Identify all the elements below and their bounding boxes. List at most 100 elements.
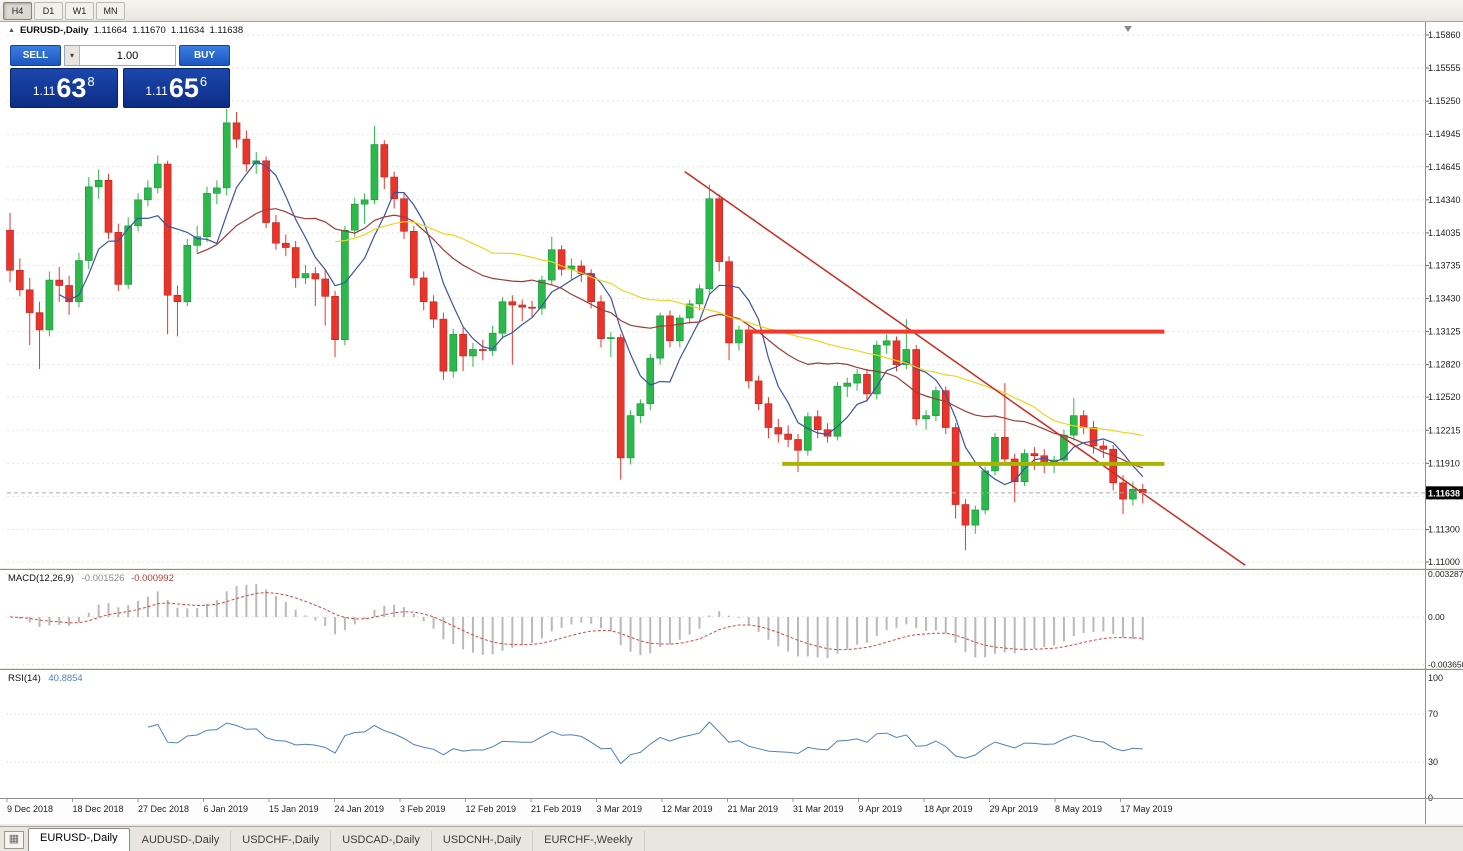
candle: [518, 299, 527, 322]
candle: [725, 256, 733, 361]
date-axis-strip: [0, 798, 1463, 824]
volume-dropdown-icon[interactable]: ▾: [65, 46, 80, 65]
timeframe-button-w1[interactable]: W1: [65, 1, 94, 20]
candle: [961, 499, 970, 551]
chart-tab-eurusd-daily[interactable]: EURUSD-,Daily: [28, 828, 130, 851]
price-tick-label: 1.11000: [1428, 557, 1460, 567]
chart-tab-eurchf-weekly[interactable]: EURCHF-,Weekly: [533, 831, 645, 851]
candle: [272, 215, 280, 250]
date-label: 24 Jan 2019: [335, 804, 385, 814]
price-chart: 1.15860 1.15555 1.15250 1.14945 1.14645 1.143…: [0, 21, 1463, 824]
ohlc-open: 1.11664: [93, 25, 128, 36]
candle: [459, 327, 467, 372]
current-price-text: 1.11638: [1428, 488, 1460, 498]
rsi-axis-label: 30: [1428, 757, 1438, 767]
candle: [508, 295, 517, 365]
price-tick-label: 1.13125: [1428, 327, 1461, 337]
timeframe-button-d1[interactable]: D1: [34, 1, 63, 20]
candle: [498, 297, 507, 339]
rsi-label: RSI(14): [8, 673, 41, 684]
chart-tab-audusd-daily[interactable]: AUDUSD-,Daily: [131, 831, 232, 851]
rsi-axis-label: 100: [1428, 673, 1443, 683]
ask-point: 6: [199, 73, 208, 89]
autoscroll-marker-icon[interactable]: [1124, 26, 1132, 32]
candle: [104, 173, 113, 239]
candle: [557, 245, 566, 276]
candle: [626, 410, 635, 465]
candle: [823, 423, 832, 443]
chart-tabs-bar: ▦ EURUSD-,Daily AUDUSD-,Daily USDCHF-,Daily…: [0, 826, 1463, 851]
candle: [439, 312, 448, 380]
candle: [922, 410, 930, 430]
date-label: 9 Apr 2019: [859, 804, 903, 814]
ohlc-close: 1.11638: [209, 25, 244, 36]
bid-price-button[interactable]: 1.11 63 8: [10, 68, 118, 108]
candle: [813, 410, 822, 439]
candle: [1119, 475, 1127, 515]
candle: [301, 264, 310, 285]
candle: [1020, 449, 1029, 487]
timeframe-button-h4[interactable]: H4: [3, 1, 32, 20]
date-label: 21 Mar 2019: [728, 804, 779, 814]
chart-tab-usdcad-daily[interactable]: USDCAD-,Daily: [331, 831, 432, 851]
date-label: 3 Mar 2019: [597, 804, 643, 814]
candle: [370, 126, 379, 205]
ohlc-low: 1.11634: [170, 25, 205, 36]
candle: [262, 156, 270, 229]
candle: [163, 160, 172, 335]
candle: [114, 223, 123, 291]
date-label: 29 Apr 2019: [990, 804, 1039, 814]
rsi-indicator-header: RSI(14) 40.8854: [8, 673, 83, 684]
date-label: 15 Jan 2019: [269, 804, 319, 814]
candle: [616, 334, 625, 480]
macd-panel: [0, 570, 1463, 668]
candle: [666, 310, 674, 348]
candle: [232, 111, 241, 148]
candle: [735, 325, 743, 351]
candle: [675, 314, 684, 348]
buy-button[interactable]: BUY: [179, 45, 230, 66]
bid-pips: 63: [56, 72, 87, 103]
candle: [597, 295, 605, 348]
charts-grid-icon[interactable]: ▦: [4, 831, 24, 849]
chart-tab-usdchf-daily[interactable]: USDCHF-,Daily: [231, 831, 332, 851]
ask-price-button[interactable]: 1.11 65 6: [122, 68, 230, 108]
candle: [45, 271, 54, 337]
macd-signal-line: [9, 592, 1143, 651]
collapse-icon[interactable]: ▲: [8, 27, 15, 34]
candle: [410, 225, 418, 286]
ohlc-high: 1.11670: [132, 25, 166, 36]
candle: [429, 295, 438, 328]
candle: [173, 285, 182, 337]
chart-tab-usdcnh-daily[interactable]: USDCNH-,Daily: [432, 831, 534, 851]
candle: [1010, 453, 1019, 503]
candle: [390, 171, 398, 209]
candle: [951, 423, 960, 519]
candle: [321, 269, 330, 326]
moving-average-line: [59, 160, 1144, 486]
candle: [94, 169, 103, 199]
candle: [833, 381, 842, 441]
rsi-axis-label: 70: [1428, 709, 1438, 719]
volume-input[interactable]: [80, 46, 175, 65]
current-price-label: [1426, 486, 1463, 500]
bid-ask-panel: 1.11 63 8 1.11 65 6: [10, 68, 230, 108]
descending-trendline[interactable]: [684, 171, 1246, 566]
date-label: 12 Mar 2019: [662, 804, 713, 814]
price-tick-label: 1.15860: [1428, 30, 1461, 40]
candle: [863, 368, 871, 402]
date-label: 21 Feb 2019: [531, 804, 582, 814]
candle: [341, 225, 349, 346]
price-tick-label: 1.12215: [1428, 425, 1461, 435]
candle: [774, 418, 783, 443]
price-tick-label: 1.11910: [1428, 458, 1460, 468]
date-label: 31 Mar 2019: [793, 804, 844, 814]
sell-button[interactable]: SELL: [10, 45, 61, 66]
macd-label: MACD(12,26,9): [8, 573, 74, 584]
chart-title-bar: ▲ EURUSD-,Daily 1.11664 1.11670 1.11634 …: [8, 25, 243, 36]
candle: [488, 325, 497, 356]
rsi-panel: [0, 670, 1463, 798]
candle: [193, 225, 201, 253]
macd-main-value: -0.001526: [81, 573, 125, 584]
timeframe-button-mn[interactable]: MN: [96, 1, 125, 20]
